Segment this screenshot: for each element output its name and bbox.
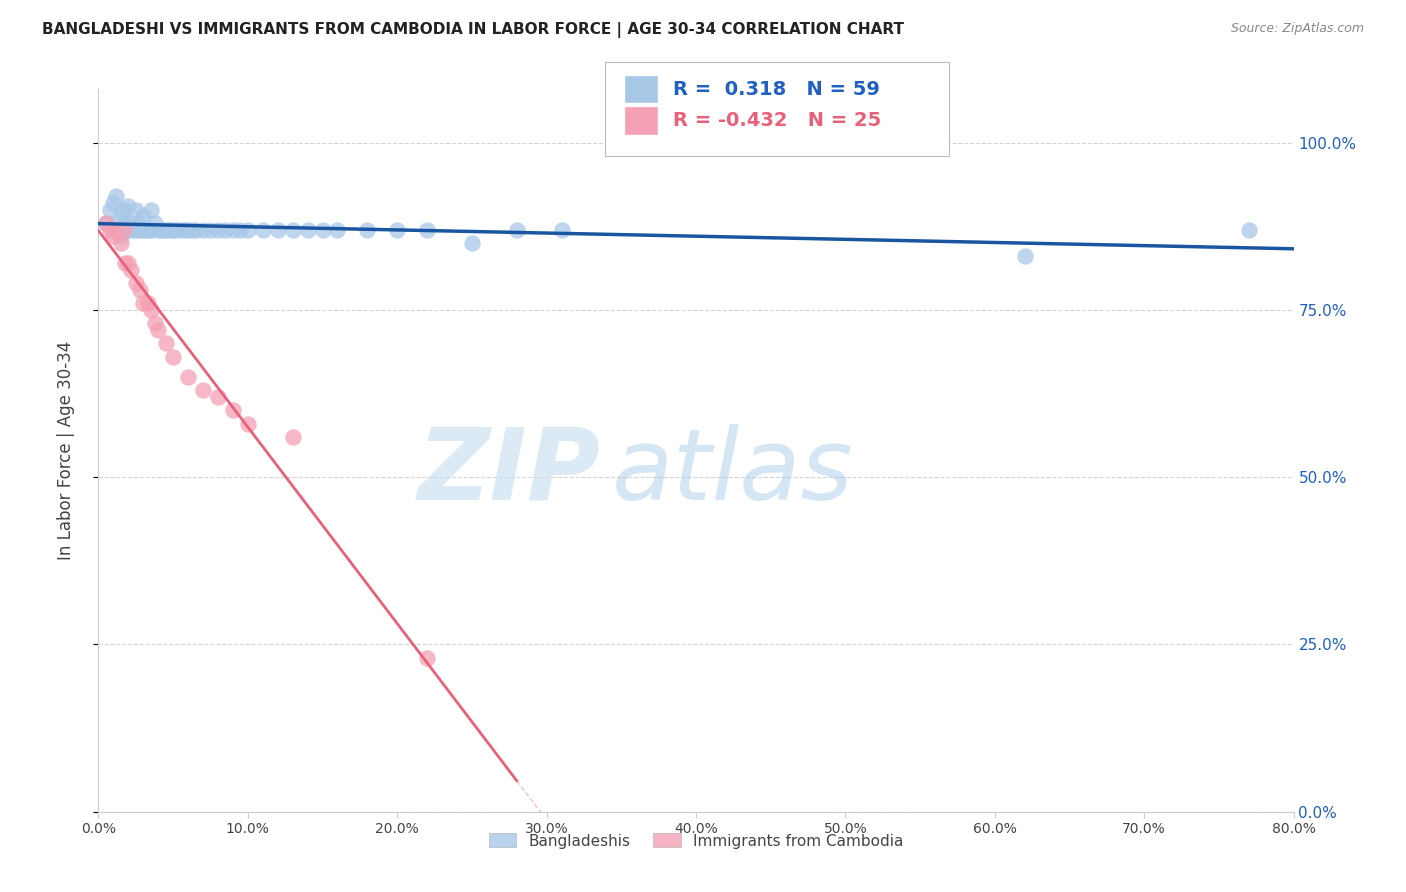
Point [148,323,170,337]
Point [177,223,200,237]
Point [222,223,245,237]
Point [136,223,159,237]
Point [103,223,125,237]
Point [169,223,191,237]
Point [107,216,129,230]
Point [1014,250,1036,264]
Point [191,384,214,398]
Point [114,256,136,270]
Point [162,350,184,364]
Point [112,223,135,237]
Point [125,223,148,237]
Point [129,283,152,297]
Point [184,223,207,237]
Point [214,223,236,237]
Point [181,223,204,237]
Point [120,263,142,277]
Point [112,202,135,217]
Point [207,223,229,237]
Point [222,403,245,417]
Text: Source: ZipAtlas.com: Source: ZipAtlas.com [1230,22,1364,36]
Point [105,223,128,237]
Point [150,223,173,237]
Point [200,223,222,237]
Point [311,223,333,237]
Point [135,223,157,237]
Point [98,223,122,237]
Point [117,199,139,213]
Text: atlas: atlas [613,424,853,521]
Point [191,223,214,237]
Point [152,223,174,237]
Point [94,216,117,230]
Point [128,216,150,230]
Point [129,223,152,237]
Point [461,236,484,251]
Point [416,651,439,665]
Point [550,223,572,237]
Point [297,223,319,237]
Point [356,223,378,237]
Point [162,223,184,237]
Point [132,223,155,237]
Point [143,317,166,331]
Point [120,216,142,230]
Point [132,210,155,224]
Point [165,223,187,237]
Point [326,223,349,237]
Point [121,223,143,237]
Point [229,223,252,237]
Point [267,223,290,237]
Point [103,229,125,244]
Point [110,229,132,244]
Point [252,223,274,237]
Point [155,223,177,237]
Point [207,390,229,404]
Point [159,223,181,237]
Point [98,202,122,217]
Point [236,223,259,237]
Point [139,303,162,318]
Point [103,195,125,210]
Point [506,223,529,237]
Legend: Bangladeshis, Immigrants from Cambodia: Bangladeshis, Immigrants from Cambodia [482,828,910,855]
Point [416,223,439,237]
Text: R =  0.318   N = 59: R = 0.318 N = 59 [673,79,880,99]
Text: ZIP: ZIP [418,424,600,521]
Point [114,216,136,230]
Point [125,277,148,291]
Point [143,216,166,230]
Point [236,417,259,431]
Text: BANGLADESHI VS IMMIGRANTS FROM CAMBODIA IN LABOR FORCE | AGE 30-34 CORRELATION C: BANGLADESHI VS IMMIGRANTS FROM CAMBODIA … [42,22,904,38]
Text: R = -0.432   N = 25: R = -0.432 N = 25 [673,111,882,130]
Point [125,202,148,217]
Point [105,189,128,203]
Point [132,296,155,310]
Point [155,336,177,351]
Point [110,236,132,251]
Point [117,256,139,270]
Point [139,202,162,217]
Point [148,223,170,237]
Point [1237,223,1260,237]
Point [141,223,163,237]
Point [281,430,304,444]
Point [281,223,304,237]
Point [117,223,139,237]
Point [110,206,132,220]
Point [174,223,197,237]
Point [136,296,159,310]
Point [385,223,409,237]
Point [111,223,134,237]
Point [94,216,117,230]
Y-axis label: In Labor Force | Age 30-34: In Labor Force | Age 30-34 [56,341,75,560]
Point [177,369,200,384]
